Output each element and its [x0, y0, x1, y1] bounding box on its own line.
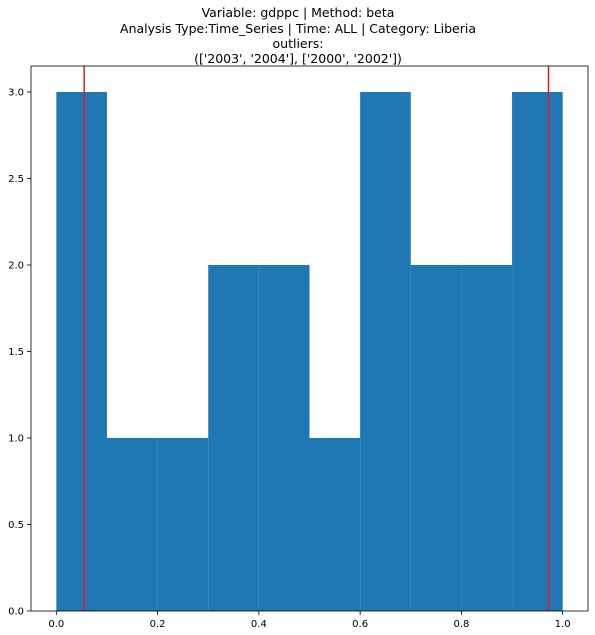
x-tick-label: 0.2: [150, 619, 166, 630]
histogram-bar: [56, 91, 107, 611]
histogram-bar: [410, 264, 462, 611]
x-tick-label: 0.8: [453, 619, 469, 630]
histogram-bar: [157, 437, 209, 611]
histogram-bar: [512, 91, 563, 611]
y-tick-label: 2.5: [8, 174, 24, 185]
x-tick-label: 0.4: [251, 619, 267, 630]
title-line-4: (['2003', '2004'], ['2000', '2002']): [194, 51, 402, 66]
plot-frame: [30, 65, 589, 612]
histogram-bar: [360, 91, 411, 611]
y-tick-label: 0.5: [8, 520, 24, 531]
histogram-bars: [56, 91, 563, 611]
x-tick-label: 0.0: [48, 619, 64, 630]
y-tick-label: 1.5: [8, 347, 24, 358]
histogram-bar: [461, 264, 513, 611]
chart-title: Variable: gdppc | Method: beta Analysis …: [120, 5, 476, 66]
histogram-bar: [106, 437, 158, 611]
histogram-bar: [309, 437, 361, 611]
y-tick-label: 1.0: [8, 433, 24, 444]
histogram-bar: [208, 264, 259, 611]
x-axis: 0.0 0.2 0.4 0.6 0.8 1.0: [48, 611, 571, 630]
y-tick-label: 3.0: [8, 87, 24, 98]
x-tick-label: 0.6: [352, 619, 368, 630]
y-tick-label: 0.0: [8, 607, 24, 618]
title-line-2: Analysis Type:Time_Series | Time: ALL | …: [120, 21, 476, 36]
y-axis: 0.0 0.5 1.0 1.5 2.0 2.5 3.0: [8, 87, 31, 618]
x-tick-label: 1.0: [555, 619, 571, 630]
y-tick-label: 2.0: [8, 260, 24, 271]
title-line-3: outliers:: [273, 36, 324, 51]
outlier-lines: [83, 66, 550, 611]
title-line-1: Variable: gdppc | Method: beta: [202, 5, 395, 20]
histogram-bar: [258, 264, 310, 611]
